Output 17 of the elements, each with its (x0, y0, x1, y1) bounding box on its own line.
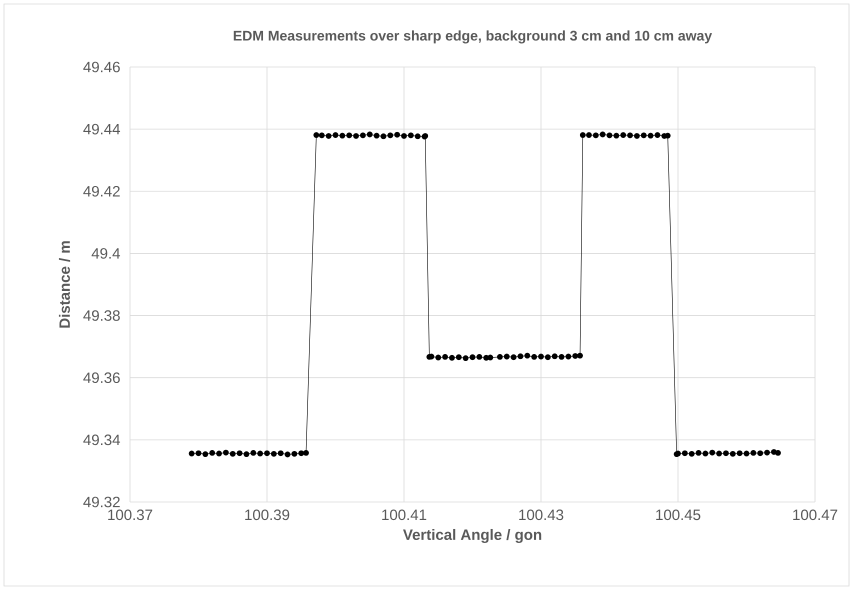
y-tick-label: 49.42 (83, 186, 120, 197)
x-tick-label: 100.37 (108, 510, 152, 520)
x-tick-label: 100.43 (519, 510, 564, 520)
y-tick-label: 49.36 (83, 372, 120, 384)
x-tick-label: 100.47 (793, 510, 838, 520)
y-tick-label: 49.44 (83, 124, 120, 134)
y-axis-title: Distance / m (58, 241, 70, 328)
y-tick-label: 49.32 (83, 496, 120, 508)
x-tick-label: 100.41 (382, 510, 426, 520)
y-tick-label: 49.38 (83, 310, 120, 321)
y-tick-label: 49.4 (92, 248, 120, 259)
x-tick-label: 100.39 (245, 510, 290, 520)
chart-title: EDM Measurements over sharp edge, background 3 cm and 10 cm away (234, 30, 712, 44)
y-tick-label: 49.34 (83, 434, 120, 446)
y-tick-label: 49.46 (83, 62, 120, 72)
x-tick-label: 100.45 (656, 510, 700, 520)
x-axis-title: Vertical Angle / gon (403, 528, 542, 544)
